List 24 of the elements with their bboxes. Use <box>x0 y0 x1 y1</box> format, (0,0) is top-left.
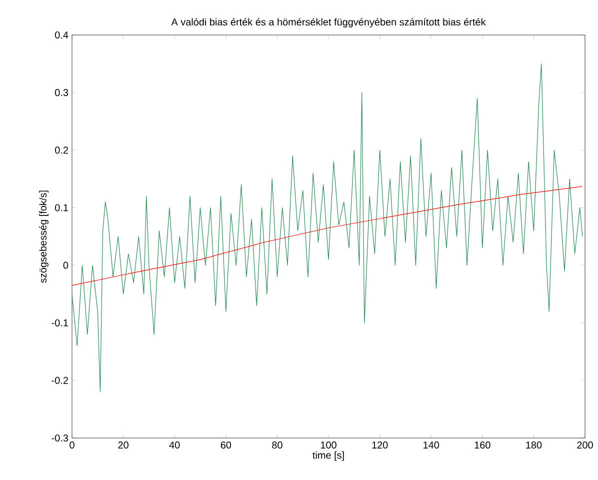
x-tick-label: 20 <box>118 442 128 449</box>
x-tick-label: 100 <box>320 442 336 449</box>
x-tick-label: 60 <box>220 442 232 449</box>
y-tick-label: -0.1 <box>52 319 68 326</box>
line-series <box>72 186 583 286</box>
line-series <box>72 63 583 392</box>
y-axis-title: szögsebesség [fok/s] <box>39 190 48 283</box>
x-tick-label: 0 <box>70 442 74 449</box>
x-tick-label: 200 <box>577 442 593 449</box>
x-tick-label: 40 <box>169 442 180 449</box>
y-tick-label: 0.3 <box>55 89 68 96</box>
y-tick-label: 0.1 <box>55 204 68 212</box>
x-tick-label: 160 <box>474 442 490 449</box>
y-tick-label: -0.2 <box>52 376 68 384</box>
x-tick-label: 120 <box>372 442 388 449</box>
y-tick-label: 0.2 <box>55 146 68 154</box>
y-tick-label: 0 <box>63 262 68 269</box>
chart-title: A valódi bias érték és a hömérséklet függvényében számított bias érték <box>171 18 486 28</box>
y-tick-label: -0.3 <box>52 434 68 442</box>
x-axis-title: time [s] <box>312 451 344 461</box>
x-tick-label: 140 <box>424 442 440 449</box>
x-tick-label: 180 <box>526 442 542 449</box>
x-tick-label: 80 <box>272 442 282 449</box>
y-tick-label: 0.4 <box>55 31 68 39</box>
